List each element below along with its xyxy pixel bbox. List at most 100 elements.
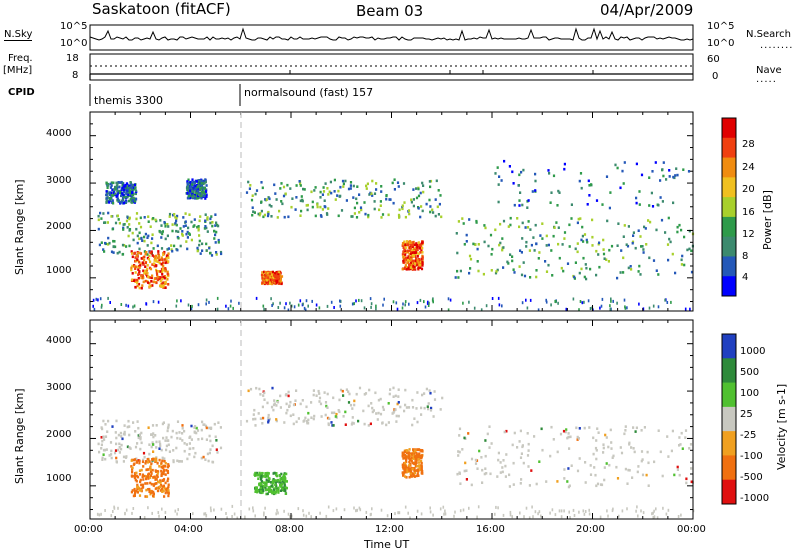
data-cell — [261, 491, 264, 494]
data-cell — [353, 399, 356, 403]
data-cell — [195, 431, 198, 435]
data-cell — [133, 265, 136, 268]
data-cell — [130, 266, 133, 270]
data-cell — [601, 203, 604, 206]
data-cell — [123, 424, 126, 427]
data-cell — [317, 389, 320, 393]
data-cell — [535, 482, 538, 486]
data-cell — [421, 255, 424, 258]
data-cell — [363, 422, 366, 426]
data-cell — [416, 255, 419, 258]
data-cell — [535, 269, 538, 272]
data-cell — [409, 266, 412, 269]
data-cell — [267, 419, 270, 422]
data-cell — [147, 215, 150, 218]
data-cell — [591, 235, 594, 239]
data-cell — [606, 219, 609, 223]
data-cell — [262, 394, 265, 397]
ground-scatter-cell — [151, 511, 153, 515]
data-cell — [173, 213, 176, 216]
data-cell — [538, 251, 541, 254]
data-cell — [115, 442, 118, 446]
data-cell — [419, 215, 422, 219]
data-cell — [678, 444, 681, 447]
data-cell — [199, 252, 202, 255]
ground-scatter-cell — [236, 516, 239, 520]
data-cell — [276, 478, 280, 482]
data-cell — [193, 218, 196, 221]
data-cell — [393, 409, 396, 413]
data-cell — [581, 234, 584, 238]
ground-scatter-cell — [289, 301, 291, 305]
data-cell — [131, 252, 134, 255]
data-cell — [116, 251, 119, 255]
data-cell — [499, 222, 502, 226]
data-cell — [483, 472, 486, 476]
ground-scatter-cell — [208, 300, 210, 304]
data-cell — [211, 460, 215, 464]
data-cell — [334, 198, 337, 201]
data-cell — [134, 256, 137, 259]
data-cell — [655, 269, 658, 272]
data-cell — [265, 478, 268, 482]
data-cell — [206, 452, 209, 456]
data-cell — [263, 213, 266, 217]
data-cell — [419, 266, 422, 269]
data-cell — [167, 494, 170, 498]
data-cell — [138, 459, 141, 463]
data-cell — [215, 253, 218, 256]
data-cell — [196, 225, 199, 229]
ground-scatter-cell — [315, 303, 318, 307]
data-cell — [404, 470, 407, 473]
ground-scatter-cell — [528, 516, 531, 520]
data-cell — [294, 208, 297, 211]
data-cell — [255, 189, 259, 192]
ground-scatter-cell — [665, 512, 668, 516]
data-cell — [190, 220, 193, 224]
data-cell — [403, 201, 406, 204]
power-colorbar-swatch — [722, 216, 736, 238]
ground-scatter-cell — [497, 506, 499, 510]
ground-scatter-cell — [401, 306, 404, 310]
data-cell — [603, 478, 606, 482]
data-cell — [295, 389, 298, 392]
data-cell — [266, 472, 269, 476]
data-cell — [118, 250, 121, 254]
data-cell — [513, 271, 516, 274]
data-cell — [211, 444, 214, 448]
data-cell — [481, 481, 484, 484]
data-cell — [129, 185, 132, 189]
data-cell — [155, 424, 158, 427]
ground-scatter-cell — [651, 512, 653, 516]
data-cell — [524, 226, 527, 229]
data-cell — [408, 258, 411, 261]
data-cell — [112, 251, 115, 254]
data-cell — [651, 170, 654, 173]
data-cell — [367, 404, 370, 408]
data-cell — [355, 197, 358, 201]
ground-scatter-cell — [263, 307, 265, 311]
data-cell — [196, 246, 199, 250]
data-cell — [401, 471, 404, 475]
data-cell — [676, 468, 679, 471]
data-cell — [508, 473, 511, 477]
ground-scatter-cell — [601, 297, 604, 301]
data-cell — [117, 200, 120, 203]
power-colorbar-swatch — [722, 236, 736, 257]
data-cell — [662, 174, 665, 178]
data-cell — [255, 386, 258, 390]
data-cell — [151, 274, 154, 278]
data-cell — [264, 198, 267, 201]
ground-scatter-cell — [684, 307, 687, 311]
data-cell — [145, 477, 148, 481]
data-cell — [285, 411, 288, 415]
data-cell — [110, 215, 113, 218]
data-cell — [98, 450, 101, 454]
data-cell — [131, 255, 134, 259]
data-cell — [164, 267, 167, 270]
data-cell — [410, 198, 413, 202]
data-cell — [676, 173, 679, 177]
data-cell — [274, 479, 277, 482]
data-cell — [303, 188, 306, 191]
data-cell — [587, 179, 590, 183]
